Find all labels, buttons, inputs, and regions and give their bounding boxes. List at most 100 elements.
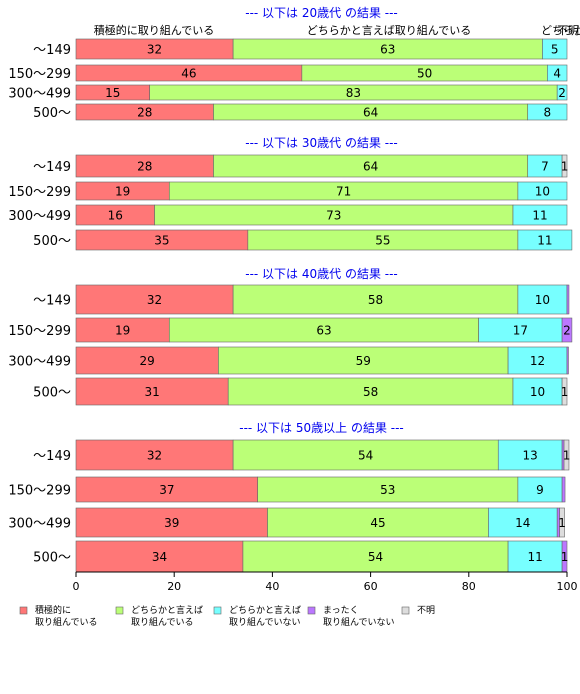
data-label: 29 <box>140 354 155 368</box>
category-label: 300～499 <box>8 209 71 224</box>
data-label: 10 <box>530 385 545 399</box>
data-label: 15 <box>105 86 120 100</box>
bar-segment <box>75 284 234 315</box>
category-label: 500～ <box>33 386 71 401</box>
category-label: 500～ <box>33 106 71 121</box>
data-label: 34 <box>152 550 167 564</box>
bar-segment <box>517 284 568 315</box>
data-label: 64 <box>363 160 378 174</box>
category-label: ～149 <box>33 160 71 175</box>
data-label: 1 <box>561 160 569 174</box>
data-label: 28 <box>137 160 152 174</box>
x-tick-label: 60 <box>364 580 378 593</box>
category-label: 150～299 <box>8 185 71 200</box>
bar-segment <box>542 38 568 60</box>
x-tick-label: 20 <box>167 580 181 593</box>
category-label: 300～499 <box>8 517 71 532</box>
top-series-label: どちらかと言 <box>541 24 580 37</box>
data-label: 59 <box>356 354 371 368</box>
data-label: 16 <box>108 209 123 223</box>
bar-segment <box>507 346 568 375</box>
category-label: 500～ <box>33 234 71 249</box>
data-label: 19 <box>115 185 130 199</box>
data-label: 1 <box>561 385 569 399</box>
data-label: 31 <box>144 385 159 399</box>
bar-segment <box>517 476 563 503</box>
x-tick-label: 100 <box>557 580 578 593</box>
bar-segment <box>561 476 566 503</box>
legend-swatch <box>401 606 410 615</box>
bar-segment <box>517 229 573 251</box>
legend-label: 積極的に <box>35 604 71 616</box>
data-label: 32 <box>147 449 162 463</box>
data-label: 1 <box>563 449 571 463</box>
legend-label: 取り組んでいない <box>323 616 395 628</box>
category-label: ～149 <box>33 294 71 309</box>
data-label: 5 <box>551 43 559 57</box>
legend-label: 取り組んでいる <box>35 616 98 628</box>
data-label: 11 <box>527 550 542 564</box>
data-label: 14 <box>515 516 530 530</box>
bar-segment <box>478 317 563 343</box>
bar-segment <box>561 154 568 178</box>
bar-segment <box>257 476 519 503</box>
data-label: 63 <box>316 324 331 338</box>
category-label: 300～499 <box>8 87 71 102</box>
data-label: 54 <box>368 550 383 564</box>
data-label: 37 <box>159 483 174 497</box>
legend-label: 取り組んでいる <box>131 616 194 628</box>
top-series-label: どちらかと言えば取り組んでいる <box>307 24 471 37</box>
bar-segment <box>75 507 268 538</box>
bar-segment <box>75 540 244 573</box>
data-label: 58 <box>368 293 383 307</box>
data-label: 12 <box>530 354 545 368</box>
data-label: 39 <box>164 516 179 530</box>
bar-segment <box>75 377 229 406</box>
legend-label: 不明 <box>417 605 435 616</box>
data-label: 2 <box>558 86 566 100</box>
legend-label: どちらかと言えば <box>131 604 203 616</box>
bar-segment <box>561 377 568 406</box>
panel-title: --- 以下は 20歳代 の結果 --- <box>245 6 398 20</box>
bar-segment <box>547 64 568 82</box>
data-label: 83 <box>346 86 361 100</box>
bar-segment <box>566 346 569 375</box>
data-label: 9 <box>536 483 544 497</box>
data-label: 1 <box>558 516 566 530</box>
legend-label: まったく <box>323 605 359 616</box>
data-label: 10 <box>535 293 550 307</box>
bar-segment <box>512 204 568 226</box>
top-series-label: 不明 <box>557 24 579 37</box>
data-label: 35 <box>154 234 169 248</box>
data-label: 46 <box>181 67 196 81</box>
data-label: 11 <box>532 209 547 223</box>
data-label: 54 <box>358 449 373 463</box>
data-label: 64 <box>363 106 378 120</box>
data-label: 50 <box>417 67 432 81</box>
category-label: 150～299 <box>8 67 71 82</box>
bar-segment <box>242 540 509 573</box>
panel-title: --- 以下は 30歳代 の結果 --- <box>245 136 398 150</box>
bar-segment <box>232 284 519 315</box>
data-label: 45 <box>370 516 385 530</box>
bar-segment <box>267 507 489 538</box>
data-label: 73 <box>326 209 341 223</box>
legend-label: 取り組んでいない <box>229 616 301 628</box>
legend-swatch <box>307 606 316 615</box>
data-label: 19 <box>115 324 130 338</box>
bar-segment <box>232 439 499 471</box>
bar-segment <box>563 439 570 471</box>
data-label: 58 <box>363 385 378 399</box>
data-label: 8 <box>544 106 552 120</box>
category-label: 150～299 <box>8 484 71 499</box>
data-label: 11 <box>537 234 552 248</box>
bar-segment <box>75 439 234 471</box>
data-label: 4 <box>553 67 561 81</box>
panel-title: --- 以下は 50歳以上 の結果 --- <box>239 421 404 435</box>
data-label: 71 <box>336 185 351 199</box>
x-tick-label: 0 <box>73 580 80 593</box>
bar-segment <box>75 346 219 375</box>
bar-segment <box>75 317 170 343</box>
bar-segment <box>566 284 570 315</box>
